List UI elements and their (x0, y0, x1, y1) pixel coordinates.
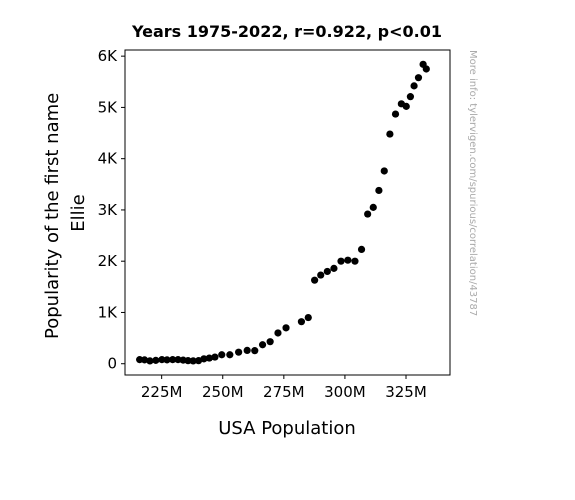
data-point (357, 245, 366, 254)
y-tick-label: 3K (98, 201, 119, 219)
data-point (218, 351, 226, 359)
data-point (351, 257, 359, 265)
data-point (200, 355, 208, 363)
y-axis-label-line-1: Popularity of the first name (42, 93, 63, 339)
data-point (205, 354, 213, 362)
y-tick-label: 6K (98, 47, 119, 65)
data-point (211, 353, 219, 361)
y-tick-label: 4K (98, 150, 119, 168)
data-point (311, 276, 319, 284)
data-point (274, 329, 282, 337)
data-point (266, 338, 274, 346)
data-point (330, 264, 338, 272)
data-point (152, 356, 160, 364)
data-point (391, 110, 400, 118)
x-tick-label: 225M (141, 383, 183, 401)
x-axis: 225M 250M 275M 300M 325M (141, 375, 427, 401)
data-point (297, 318, 306, 326)
data-point (189, 357, 197, 365)
data-point (184, 357, 192, 365)
data-point (158, 356, 166, 364)
data-point (304, 313, 312, 322)
data-points (136, 60, 430, 365)
y-tick-label: 1K (98, 303, 119, 321)
chart-title: Years 1975-2022, r=0.922, p<0.01 (131, 22, 442, 41)
data-point (364, 210, 372, 218)
watermark-text: More info: tylervigen.com/spurious/corre… (467, 50, 478, 316)
data-point (380, 167, 388, 175)
y-tick-label: 5K (98, 98, 119, 116)
data-point (337, 257, 345, 265)
data-point (414, 74, 423, 82)
data-point (235, 348, 243, 356)
data-point (402, 102, 410, 110)
data-point (406, 93, 415, 101)
plot-frame (124, 49, 451, 376)
data-point (369, 203, 377, 211)
y-axis: 0 1K 2K 3K 4K 5K 6K (98, 47, 125, 373)
data-point (226, 351, 234, 359)
y-axis-label-line-2: Ellie (68, 194, 89, 231)
data-point (317, 271, 325, 279)
y-tick-label: 0 (107, 355, 117, 373)
x-tick-label: 300M (324, 383, 366, 401)
y-axis-label: Popularity of the first name Ellie (42, 87, 89, 339)
data-point (282, 324, 290, 332)
data-point (140, 356, 149, 364)
data-point (251, 347, 259, 355)
data-point (258, 341, 267, 349)
data-point (410, 82, 418, 90)
x-axis-label: USA Population (218, 418, 356, 439)
data-point (375, 186, 383, 195)
data-point (386, 130, 394, 138)
data-point (169, 356, 177, 364)
y-tick-label: 2K (98, 252, 119, 270)
data-point (163, 356, 171, 364)
x-tick-label: 325M (385, 383, 427, 401)
data-point (344, 256, 352, 264)
data-point (422, 65, 430, 73)
x-tick-label: 275M (263, 383, 305, 401)
data-point (323, 267, 331, 276)
data-point (243, 346, 251, 354)
data-point (146, 357, 154, 365)
x-tick-label: 250M (202, 383, 244, 401)
